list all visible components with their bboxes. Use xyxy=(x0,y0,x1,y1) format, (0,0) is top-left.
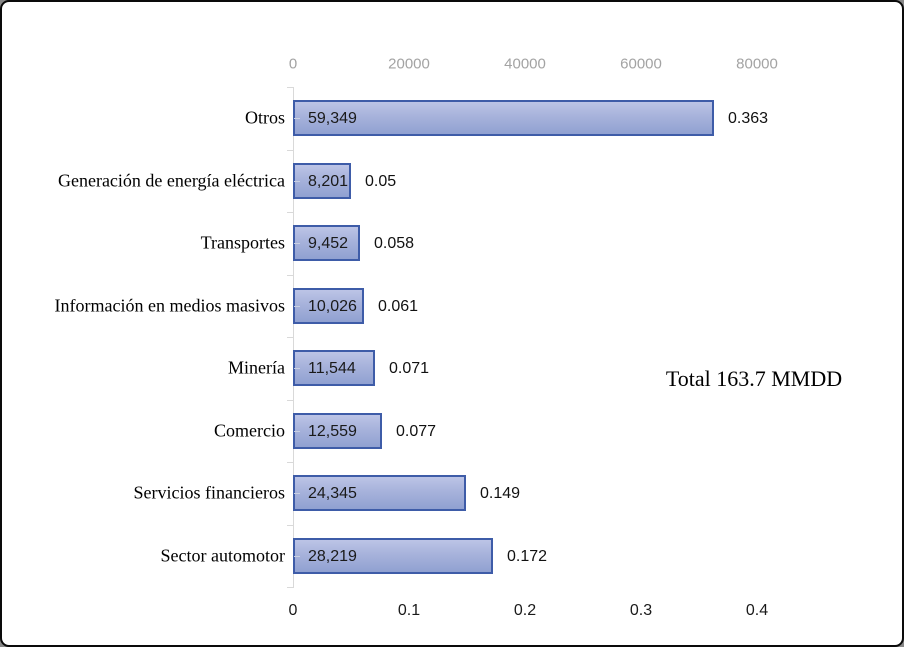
bottom-axis-tick-label: 0.3 xyxy=(629,602,653,619)
category-boundary-tick xyxy=(287,587,294,588)
category-boundary-tick xyxy=(287,524,294,526)
category-boundary-tick xyxy=(287,274,294,276)
bar-value-label: 11,544 xyxy=(308,360,356,378)
bar-value-label: 12,559 xyxy=(308,422,357,440)
bar-value-label: 59,349 xyxy=(308,110,357,128)
bottom-axis-tick-label: 0.2 xyxy=(513,602,537,619)
category-center-tick xyxy=(294,555,300,557)
bar-transportes xyxy=(293,225,360,262)
bottom-axis-tick-label: 0.1 xyxy=(397,602,421,619)
category-center-tick xyxy=(294,430,300,432)
category-boundary-tick xyxy=(287,87,294,88)
bar-share-label: 0.077 xyxy=(396,422,437,440)
bottom-axis-tick-label: 0.4 xyxy=(745,602,769,619)
top-axis-tick-label: 60000 xyxy=(620,55,662,73)
bar-value-label: 10,026 xyxy=(308,297,357,315)
category-center-tick xyxy=(294,305,300,307)
bar-value-label: 24,345 xyxy=(308,485,357,503)
category-boundary-tick xyxy=(287,212,294,213)
category-boundary-tick xyxy=(287,149,294,151)
category-label: Otros xyxy=(245,107,285,128)
bar-comercio xyxy=(293,412,382,449)
bar-value-label: 28,219 xyxy=(308,547,357,565)
bar-servicios-financieros xyxy=(293,475,466,512)
category-boundary-tick xyxy=(287,399,294,401)
top-axis-tick-label: 20000 xyxy=(388,55,430,73)
top-axis-tick-label: 40000 xyxy=(504,55,546,73)
category-label: Generación de energía eléctrica xyxy=(57,170,285,191)
total-annotation: Total 163.7 MMDD xyxy=(665,366,843,391)
category-label: Información en medios masivos xyxy=(54,295,285,316)
bar-sector-automotor xyxy=(293,537,493,574)
category-boundary-tick xyxy=(287,462,294,463)
top-axis-tick-label: 80000 xyxy=(736,55,778,73)
category-center-tick xyxy=(294,493,300,495)
category-boundary-tick xyxy=(287,337,294,338)
bar-share-label: 0.363 xyxy=(728,110,769,128)
bar-value-label: 8,201 xyxy=(308,172,349,190)
bar-share-label: 0.071 xyxy=(389,360,430,378)
bar-share-label: 0.149 xyxy=(480,485,521,503)
category-center-tick xyxy=(294,368,300,370)
category-center-tick xyxy=(294,118,300,120)
bar-share-label: 0.05 xyxy=(365,172,397,190)
category-label: Minería xyxy=(228,357,285,378)
category-center-tick xyxy=(294,243,300,245)
bar-generaci-n-de-energ-a-el-ctrica xyxy=(293,162,351,199)
category-label: Comercio xyxy=(214,420,285,441)
bar-miner-a xyxy=(293,350,375,387)
bar-value-label: 9,452 xyxy=(308,235,349,253)
bar-share-label: 0.058 xyxy=(374,235,415,253)
category-label: Transportes xyxy=(200,232,285,253)
bar-share-label: 0.172 xyxy=(507,547,548,565)
bar-share-label: 0.061 xyxy=(378,297,419,315)
category-label: Servicios financieros xyxy=(133,482,285,503)
category-label: Sector automotor xyxy=(160,545,285,566)
bar-otros xyxy=(293,100,714,137)
bottom-axis-tick-label: 0 xyxy=(288,602,298,619)
top-axis-tick-label: 0 xyxy=(288,55,298,73)
category-center-tick xyxy=(294,180,300,182)
